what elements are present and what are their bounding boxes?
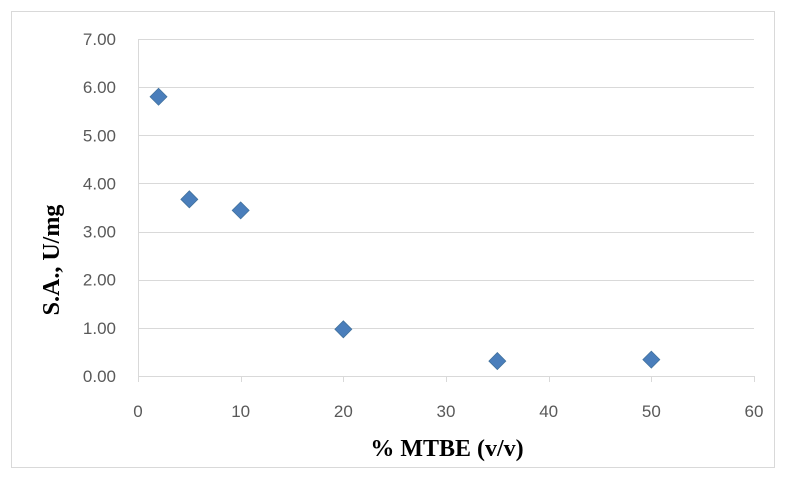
x-tick-label: 0 bbox=[133, 402, 142, 421]
y-tick-label: 7.00 bbox=[83, 30, 116, 49]
y-tick-label: 5.00 bbox=[83, 126, 116, 145]
data-point bbox=[149, 87, 168, 106]
y-tick-label: 1.00 bbox=[83, 319, 116, 338]
x-tick-label: 50 bbox=[642, 402, 661, 421]
x-tick-label: 60 bbox=[745, 402, 764, 421]
data-point bbox=[334, 320, 353, 339]
x-tick-label: 20 bbox=[334, 402, 353, 421]
data-point bbox=[642, 350, 661, 369]
axes bbox=[138, 39, 755, 382]
gridlines bbox=[138, 39, 754, 329]
y-tick-labels: 0.00 1.00 2.00 3.00 4.00 5.00 6.00 7.00 bbox=[83, 30, 116, 386]
chart-border bbox=[11, 11, 775, 468]
data-point bbox=[231, 201, 250, 220]
x-tick-labels: 0 10 20 30 40 50 60 bbox=[133, 402, 763, 421]
x-tick-label: 10 bbox=[231, 402, 250, 421]
y-tick-label: 6.00 bbox=[83, 78, 116, 97]
x-tick-label: 40 bbox=[539, 402, 558, 421]
x-tick-label: 30 bbox=[437, 402, 456, 421]
data-point bbox=[488, 352, 507, 371]
data-points bbox=[149, 87, 661, 371]
data-point bbox=[180, 190, 199, 209]
y-axis-title: S.A., U/mg bbox=[39, 205, 65, 316]
y-tick-label: 4.00 bbox=[83, 174, 116, 193]
y-tick-label: 0.00 bbox=[83, 367, 116, 386]
x-axis-title: % MTBE (v/v) bbox=[370, 436, 523, 462]
y-tick-label: 2.00 bbox=[83, 271, 116, 290]
y-tick-label: 3.00 bbox=[83, 223, 116, 242]
